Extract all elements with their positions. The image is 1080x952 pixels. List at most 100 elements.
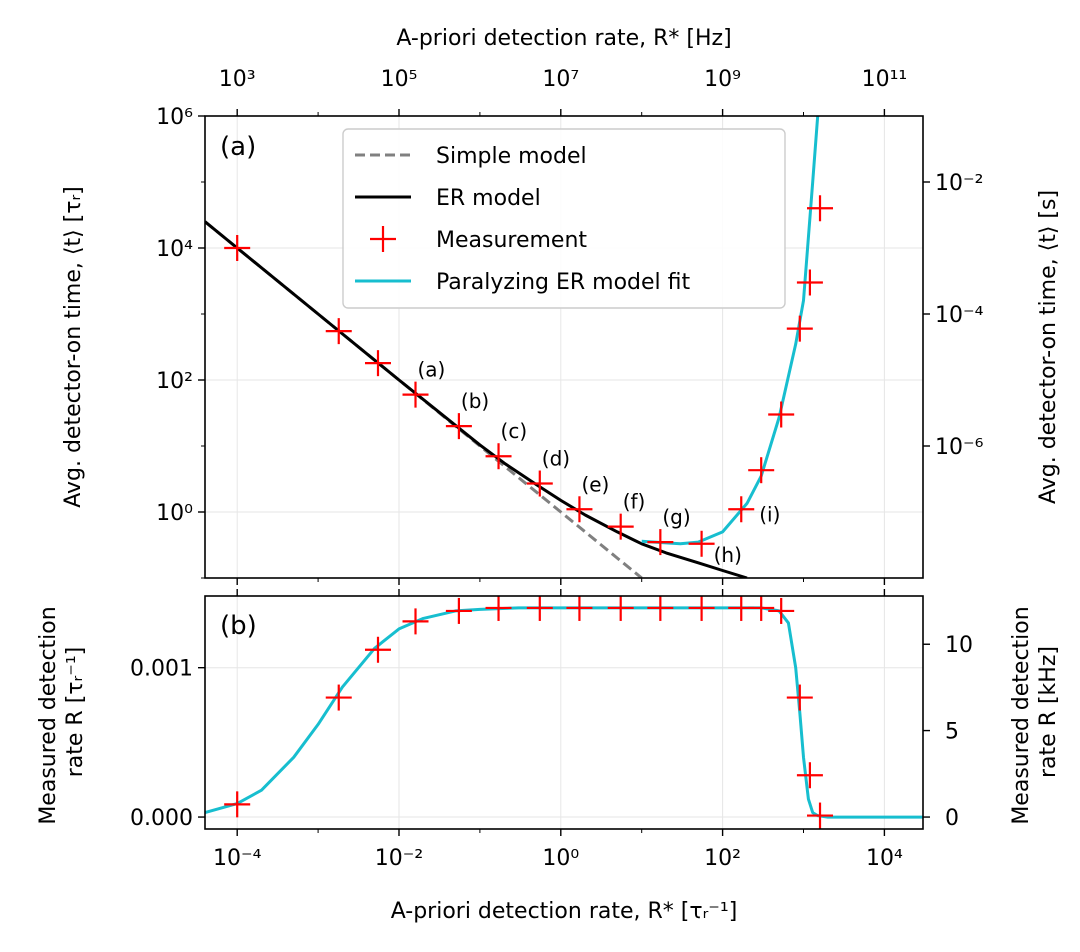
bottom-tick-label: 10⁰ [542, 846, 579, 871]
b-measurement-marker-0 [224, 791, 251, 818]
b-measurement-marker-8 [607, 596, 634, 621]
b-right-tick-label: 10 [945, 633, 973, 658]
annotation-d: (d) [542, 447, 570, 471]
a-measurement-marker-8 [607, 513, 634, 540]
a-measurement-marker-10 [688, 530, 715, 557]
legend-label: Paralyzing ER model fit [436, 270, 691, 295]
right-tick-label: 10⁻⁶ [935, 435, 984, 460]
a-measurement-marker-9 [647, 529, 674, 556]
a-measurement-marker-13 [768, 401, 795, 428]
b-measurement-marker-2 [364, 636, 391, 663]
b-measurement-marker-5 [485, 596, 512, 621]
bottom-tick-label: 10⁻² [375, 846, 423, 871]
top-tick-label: 10⁵ [381, 67, 418, 92]
legend-entry-er-model: ER model [355, 186, 541, 211]
a-measurement-marker-6 [526, 470, 553, 497]
right-tick-label: 10⁻² [935, 171, 983, 196]
a-measurement-marker-11 [728, 496, 755, 523]
top-tick-label: 10⁷ [542, 67, 579, 92]
annotation-b: (b) [461, 389, 489, 413]
annotation-h: (h) [714, 543, 742, 567]
b-series-paralyzing-er-model-fit [205, 606, 923, 819]
b-measurement-marker-13 [768, 597, 795, 624]
top-tick-label: 10⁹ [704, 67, 741, 92]
right-axis-label-b-line2: rate R [kHz] [1036, 646, 1061, 778]
left-tick-label: 10⁴ [156, 237, 193, 262]
b-measurement-marker-7 [566, 596, 593, 621]
left-tick-label: 10⁰ [156, 501, 193, 526]
top-tick-label: 10¹¹ [862, 67, 908, 92]
panel-b-label: (b) [220, 611, 257, 641]
annotation-c: (c) [501, 419, 528, 443]
left-axis-label-b: Measured detection rate R [τᵣ⁻¹] [36, 599, 88, 824]
right-tick-label: 10⁻⁴ [935, 303, 984, 328]
legend-box [342, 128, 786, 309]
a-measurement-marker-2 [364, 350, 391, 377]
left-axis-label-b-line2: rate R [τᵣ⁻¹] [63, 647, 88, 778]
panel-a-ticks: 10³ 10⁵ 10⁷ 10⁹ 10¹¹ 10⁰ 10² 10⁴ 10⁶ 10⁻⁶ 10⁻⁴ 10⁻² [156, 67, 984, 585]
legend-entry-measurement: Measurement [370, 226, 587, 253]
annotation-f: (f) [623, 490, 646, 514]
b-left-tick-label: 0.001 [130, 657, 193, 682]
bottom-axis-label: A-priori detection rate, R* [τᵣ⁻¹] [391, 899, 738, 924]
left-axis-label-a: Avg. detector-on time, ⟨t⟩ [τᵣ] [61, 186, 86, 508]
legend-entry-simple-model: Simple model [355, 144, 587, 169]
b-measurement-marker-16 [807, 802, 834, 829]
panel-a-frame [204, 115, 924, 579]
a-series-er-model [205, 220, 748, 578]
legend-label: Measurement [436, 228, 587, 253]
a-measurement-marker-15 [796, 269, 823, 296]
b-measurement-marker-1 [325, 684, 352, 711]
a-measurement-marker-12 [748, 457, 775, 484]
left-tick-label: 10⁶ [156, 105, 193, 130]
a-measurement-marker-5 [485, 443, 512, 470]
a-measurement-marker-14 [786, 315, 813, 342]
panel-b-series [205, 596, 923, 829]
panel-a-annotations: (a) (b) (c) (d) (e) (f) (g) (h) (i) [418, 358, 781, 567]
right-axis-label-a: Avg. detector-on time, ⟨t⟩ [s] [1036, 190, 1061, 504]
legend-label: ER model [436, 186, 541, 211]
panel-a: 10³ 10⁵ 10⁷ 10⁹ 10¹¹ 10⁰ 10² 10⁴ 10⁶ 10⁻⁶ 10⁻⁴ 10⁻²… [61, 26, 1061, 585]
annotation-i: (i) [759, 502, 780, 526]
panel-a-series [205, 116, 834, 578]
annotation-g: (g) [662, 505, 690, 529]
a-measurement-marker-4 [445, 413, 472, 440]
legend-entry-paralyzing-er-model-fit: Paralyzing ER model fit [355, 270, 691, 295]
b-measurement-marker-15 [796, 762, 823, 789]
legend-label: Simple model [436, 144, 587, 169]
a-measurement-marker-16 [807, 195, 834, 222]
a-measurement-marker-0 [224, 235, 251, 261]
annotation-a: (a) [418, 358, 446, 382]
bottom-tick-label: 10⁻⁴ [213, 846, 262, 871]
b-measurement-marker-3 [402, 608, 429, 635]
left-axis-label-b-line1: Measured detection [36, 606, 61, 824]
bottom-tick-label: 10² [704, 846, 741, 871]
panel-b-ticks: 10⁻⁴ 10⁻² 10⁰ 10² 10⁴ 0.000 0.001 0 5 10 [130, 589, 973, 871]
bottom-tick-label: 10⁴ [866, 846, 903, 871]
top-axis-label: A-priori detection rate, R* [Hz] [396, 26, 731, 51]
annotation-e: (e) [581, 472, 609, 496]
a-measurement-marker-7 [566, 496, 593, 523]
b-left-tick-label: 0.000 [130, 806, 193, 831]
a-measurement-marker-1 [325, 318, 352, 345]
right-axis-label-b: Measured detection rate R [kHz] [1009, 599, 1061, 824]
b-measurement-marker-9 [647, 596, 674, 621]
a-measurement-marker-3 [402, 381, 429, 408]
right-axis-label-b-line1: Measured detection [1009, 606, 1034, 824]
a-series-paralyzing-er-model-fit [641, 116, 820, 546]
b-measurement-marker-6 [526, 596, 553, 621]
panel-b-grid [205, 596, 923, 829]
top-tick-label: 10³ [219, 67, 256, 92]
b-right-tick-label: 0 [945, 806, 959, 831]
b-measurement-marker-14 [786, 684, 813, 711]
b-right-tick-label: 5 [945, 720, 959, 745]
b-measurement-marker-10 [688, 596, 715, 621]
b-measurement-marker-12 [748, 596, 775, 621]
panel-b-frame [204, 595, 924, 830]
panel-a-label: (a) [220, 132, 256, 162]
b-measurement-marker-4 [445, 597, 472, 624]
legend: Simple model ER model Measurement Paralyzin… [342, 128, 786, 309]
left-tick-label: 10² [156, 369, 193, 394]
panel-b: 10⁻⁴ 10⁻² 10⁰ 10² 10⁴ 0.000 0.001 0 5 10 (b) A-pr… [36, 589, 1061, 924]
